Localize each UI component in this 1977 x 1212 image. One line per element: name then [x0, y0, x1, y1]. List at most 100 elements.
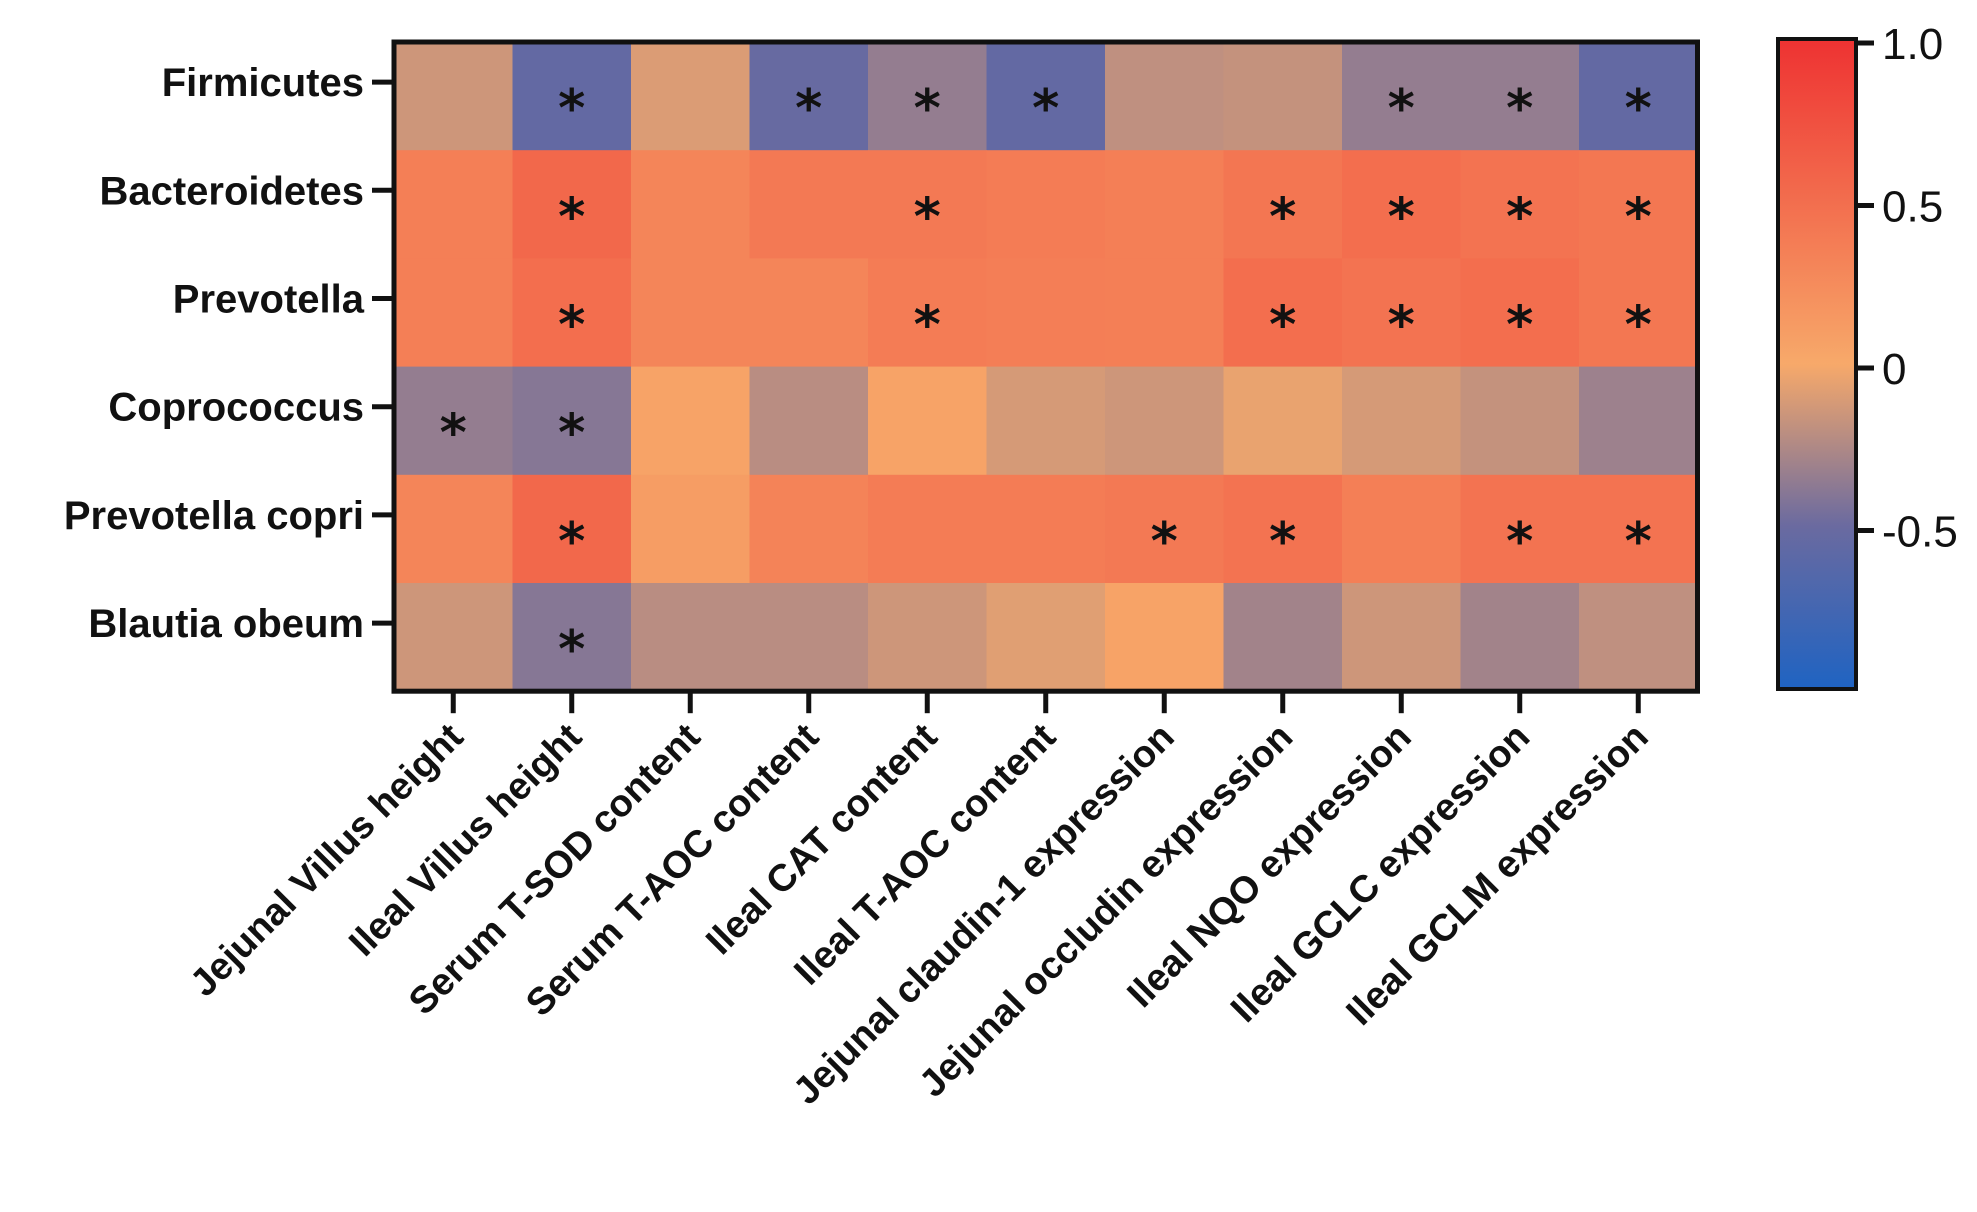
colorbar-tick-label: 0.5: [1882, 183, 1943, 232]
heatmap-cell: [1223, 583, 1343, 692]
heatmap-cell: [868, 42, 988, 151]
heatmap-cell: [749, 258, 869, 368]
heatmap-cell: [631, 150, 751, 259]
significance-star: *: [1269, 296, 1296, 356]
heatmap-cell: [1342, 42, 1462, 151]
significance-star: *: [1388, 79, 1415, 139]
row-label: Coprococcus: [108, 386, 364, 430]
colorbar-gradient: [1776, 37, 1858, 691]
heatmap-cell: [868, 583, 988, 692]
heatmap-cell: [986, 150, 1106, 259]
heatmap-cell: [868, 474, 988, 584]
colorbar-tick-label: 1.0: [1882, 20, 1943, 69]
significance-star: *: [914, 296, 941, 356]
significance-star: *: [1625, 79, 1652, 139]
significance-star: *: [914, 79, 941, 139]
heatmap-cell: [1460, 150, 1580, 259]
heatmap-cell: [1579, 258, 1699, 368]
significance-star: *: [558, 79, 585, 139]
heatmap-cell: [1460, 583, 1580, 692]
heatmap-cell: [1223, 366, 1343, 476]
heatmap-cell: [512, 258, 632, 368]
colorbar: 1.0 0.5 0 -0.5: [1776, 20, 1958, 691]
row-label: Blautia obeum: [88, 602, 364, 646]
heatmap-cell: [1105, 366, 1225, 476]
significance-star: *: [558, 620, 585, 680]
heatmap-cell: [1579, 42, 1699, 151]
row-axis: Firmicutes Bacteroidetes Prevotella Coproco…: [64, 61, 394, 646]
significance-star: *: [1269, 187, 1296, 247]
heatmap-cell: [394, 150, 514, 259]
significance-star: *: [1388, 187, 1415, 247]
significance-star: *: [1625, 187, 1652, 247]
heatmap-cell: [394, 474, 514, 584]
heatmap-cell: [1460, 366, 1580, 476]
heatmap-cell: [868, 150, 988, 259]
heatmap-cell: [1342, 583, 1462, 692]
heatmap-cell: [1105, 42, 1225, 151]
heatmap-cell: [1223, 42, 1343, 151]
heatmap-cell: [1460, 42, 1580, 151]
heatmap-cell: [394, 42, 514, 151]
column-label: Ileal Villus height: [341, 716, 590, 965]
heatmap-cell: [1105, 150, 1225, 259]
heatmap-cell: [1342, 474, 1462, 584]
significance-star: *: [1151, 512, 1178, 572]
heatmap-cell: [749, 366, 869, 476]
heatmap-cell: [1223, 150, 1343, 259]
heatmap-cell: [1223, 258, 1343, 368]
heatmap-cell: [749, 150, 869, 259]
heatmap-cell: [1342, 258, 1462, 368]
heatmap-cell: [512, 150, 632, 259]
heatmap-cell: [1342, 150, 1462, 259]
heatmap-cell: [394, 258, 514, 368]
heatmap-cell: [631, 258, 751, 368]
significance-star: *: [1388, 296, 1415, 356]
significance-star: *: [1625, 512, 1652, 572]
significance-star: *: [1506, 512, 1533, 572]
heatmap-cell: [1105, 583, 1225, 692]
heatmap-cell: [986, 366, 1106, 476]
heatmap-cell: [631, 42, 751, 151]
heatmap-cell: [394, 366, 514, 476]
significance-star: *: [1269, 512, 1296, 572]
significance-star: *: [558, 187, 585, 247]
heatmap-cell: [1223, 474, 1343, 584]
heatmap-cell: [1460, 474, 1580, 584]
heatmap-cell: [631, 474, 751, 584]
row-label: Prevotella copri: [64, 494, 364, 538]
significance-markers: * * * * * * * * * * * * * * * * * * * * * * * * * * *: [440, 79, 1652, 680]
row-label: Firmicutes: [162, 61, 364, 105]
heatmap-cell: [986, 42, 1106, 151]
colorbar-tick-label: 0: [1882, 345, 1906, 394]
heatmap-cell: [1579, 474, 1699, 584]
row-label: Prevotella: [173, 278, 365, 322]
heatmap-cell: [394, 583, 514, 692]
significance-star: *: [1625, 296, 1652, 356]
column-label: Ileal CAT content: [698, 716, 945, 963]
heatmap-cell: [1579, 583, 1699, 692]
heatmap-cell: [631, 583, 751, 692]
heatmap-cell: [1105, 258, 1225, 368]
significance-star: *: [1506, 296, 1533, 356]
heatmap-cell: [749, 42, 869, 151]
significance-star: *: [558, 512, 585, 572]
significance-star: *: [558, 296, 585, 356]
heatmap-cell: [512, 583, 632, 692]
heatmap-cell: [1342, 366, 1462, 476]
significance-star: *: [914, 187, 941, 247]
colorbar-ticks: 1.0 0.5 0 -0.5: [1856, 20, 1958, 557]
heatmap-cell: [986, 583, 1106, 692]
heatmap-cell: [512, 366, 632, 476]
heatmap-cell: [1579, 150, 1699, 259]
heatmap-cell: [1105, 474, 1225, 584]
heatmap-cell: [868, 258, 988, 368]
significance-star: *: [1506, 187, 1533, 247]
heatmap-cell: [631, 366, 751, 476]
row-label: Bacteroidetes: [99, 169, 364, 213]
heatmap-cell: [749, 583, 869, 692]
significance-star: *: [795, 79, 822, 139]
heatmap-cell: [1579, 366, 1699, 476]
